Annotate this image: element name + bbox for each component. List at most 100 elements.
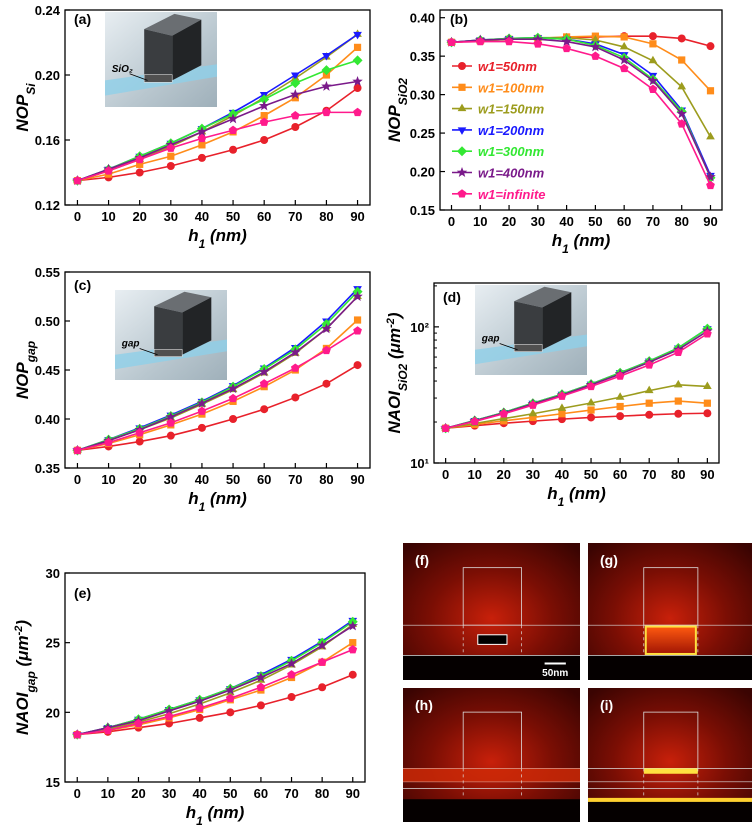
- axis-label-part: (μm: [13, 635, 32, 671]
- y-tick-label: 0.24: [35, 3, 61, 18]
- marker: [352, 291, 363, 301]
- marker: [194, 695, 205, 706]
- bar-top: [154, 291, 212, 313]
- x-tick-label: 40: [192, 786, 206, 801]
- series-line: [77, 87, 359, 182]
- marker: [291, 94, 299, 102]
- marker: [256, 682, 266, 691]
- marker: [587, 413, 596, 422]
- x-tick-label: 20: [132, 472, 146, 487]
- x-tick-label: 40: [559, 214, 573, 229]
- series-line: [77, 625, 354, 736]
- series-line: [77, 80, 358, 182]
- layer: [513, 344, 543, 352]
- marker: [348, 645, 358, 654]
- marker: [619, 41, 629, 50]
- series-line: [77, 111, 358, 182]
- axis-label: h1 (nm): [552, 231, 611, 256]
- axis-label-part: h: [186, 803, 196, 822]
- marker: [648, 32, 657, 41]
- axis-label: NOPSi: [13, 83, 38, 132]
- field-map: (f) 50nm: [403, 543, 580, 680]
- axis-label-part: SiO2: [396, 363, 410, 391]
- axis-label: NOPSiO2: [385, 78, 410, 143]
- bar-top: [144, 13, 202, 36]
- axis-label-part: SiO2: [396, 78, 410, 106]
- marker: [258, 100, 270, 111]
- marker: [562, 43, 571, 53]
- y-tick-label: 25: [46, 636, 60, 651]
- marker: [456, 167, 468, 177]
- marker: [353, 31, 362, 40]
- map-core: [403, 768, 580, 782]
- x-tick-label: 40: [555, 467, 569, 482]
- marker: [678, 56, 686, 64]
- legend-label: w1=100nm: [478, 80, 545, 95]
- x-tick-label: 30: [162, 786, 176, 801]
- y-tick-label: 0.16: [35, 133, 60, 148]
- marker: [645, 399, 653, 407]
- marker: [104, 437, 113, 447]
- marker: [648, 84, 658, 93]
- y-tick-label: 0.12: [35, 198, 60, 213]
- marker: [260, 112, 268, 120]
- pointer: [499, 343, 518, 351]
- marker: [706, 131, 715, 140]
- y-tick-label: 0.40: [410, 11, 435, 26]
- legend-label: w1=200nm: [478, 123, 545, 138]
- marker: [644, 360, 654, 369]
- x-tick-label: 0: [442, 467, 449, 482]
- marker: [677, 81, 687, 90]
- x-tick-label: 90: [703, 214, 717, 229]
- marker: [225, 693, 235, 703]
- axis-label-part: NOP: [385, 105, 404, 143]
- marker: [586, 381, 596, 391]
- marker: [447, 37, 456, 47]
- marker: [291, 393, 300, 402]
- axis-label: h1 (nm): [188, 226, 247, 251]
- inset: gap: [475, 285, 587, 375]
- bar-top: [514, 286, 572, 308]
- marker: [457, 146, 467, 157]
- marker: [322, 53, 331, 61]
- marker: [316, 639, 328, 650]
- marker: [73, 176, 82, 185]
- marker: [353, 84, 362, 92]
- marker: [228, 125, 238, 134]
- marker: [673, 347, 683, 357]
- map-core: [477, 634, 508, 645]
- map-core: [643, 768, 698, 774]
- map-core: [644, 625, 697, 655]
- marker: [195, 713, 204, 722]
- axis-label-part: h: [188, 489, 198, 508]
- marker: [458, 62, 466, 70]
- marker: [644, 385, 654, 394]
- marker: [353, 43, 362, 51]
- series-line: [451, 40, 712, 186]
- bar-front: [154, 306, 183, 355]
- x-tick-label: 90: [350, 209, 364, 224]
- axis-label-part: ): [385, 312, 404, 320]
- axis-label-part: (nm): [205, 489, 247, 508]
- marker: [353, 326, 362, 335]
- series-line: [445, 333, 708, 430]
- marker: [229, 415, 238, 423]
- panel-label: (c): [74, 277, 91, 293]
- marker: [677, 34, 686, 43]
- marker: [615, 392, 625, 400]
- x-tick-label: 80: [315, 786, 329, 801]
- marker: [591, 51, 600, 60]
- x-tick-label: 70: [646, 214, 660, 229]
- marker: [290, 72, 300, 80]
- y-tick-label: 0.35: [410, 49, 435, 64]
- marker: [532, 33, 544, 44]
- map-label: (f): [415, 552, 429, 568]
- marker: [197, 423, 206, 432]
- inset-label: SiO₂: [112, 64, 133, 75]
- marker: [321, 80, 332, 91]
- series-line: [77, 291, 359, 452]
- y-tick-label: 0.35: [35, 461, 60, 476]
- axis-label-part: Si: [24, 83, 38, 95]
- x-tick-label: 10: [101, 786, 115, 801]
